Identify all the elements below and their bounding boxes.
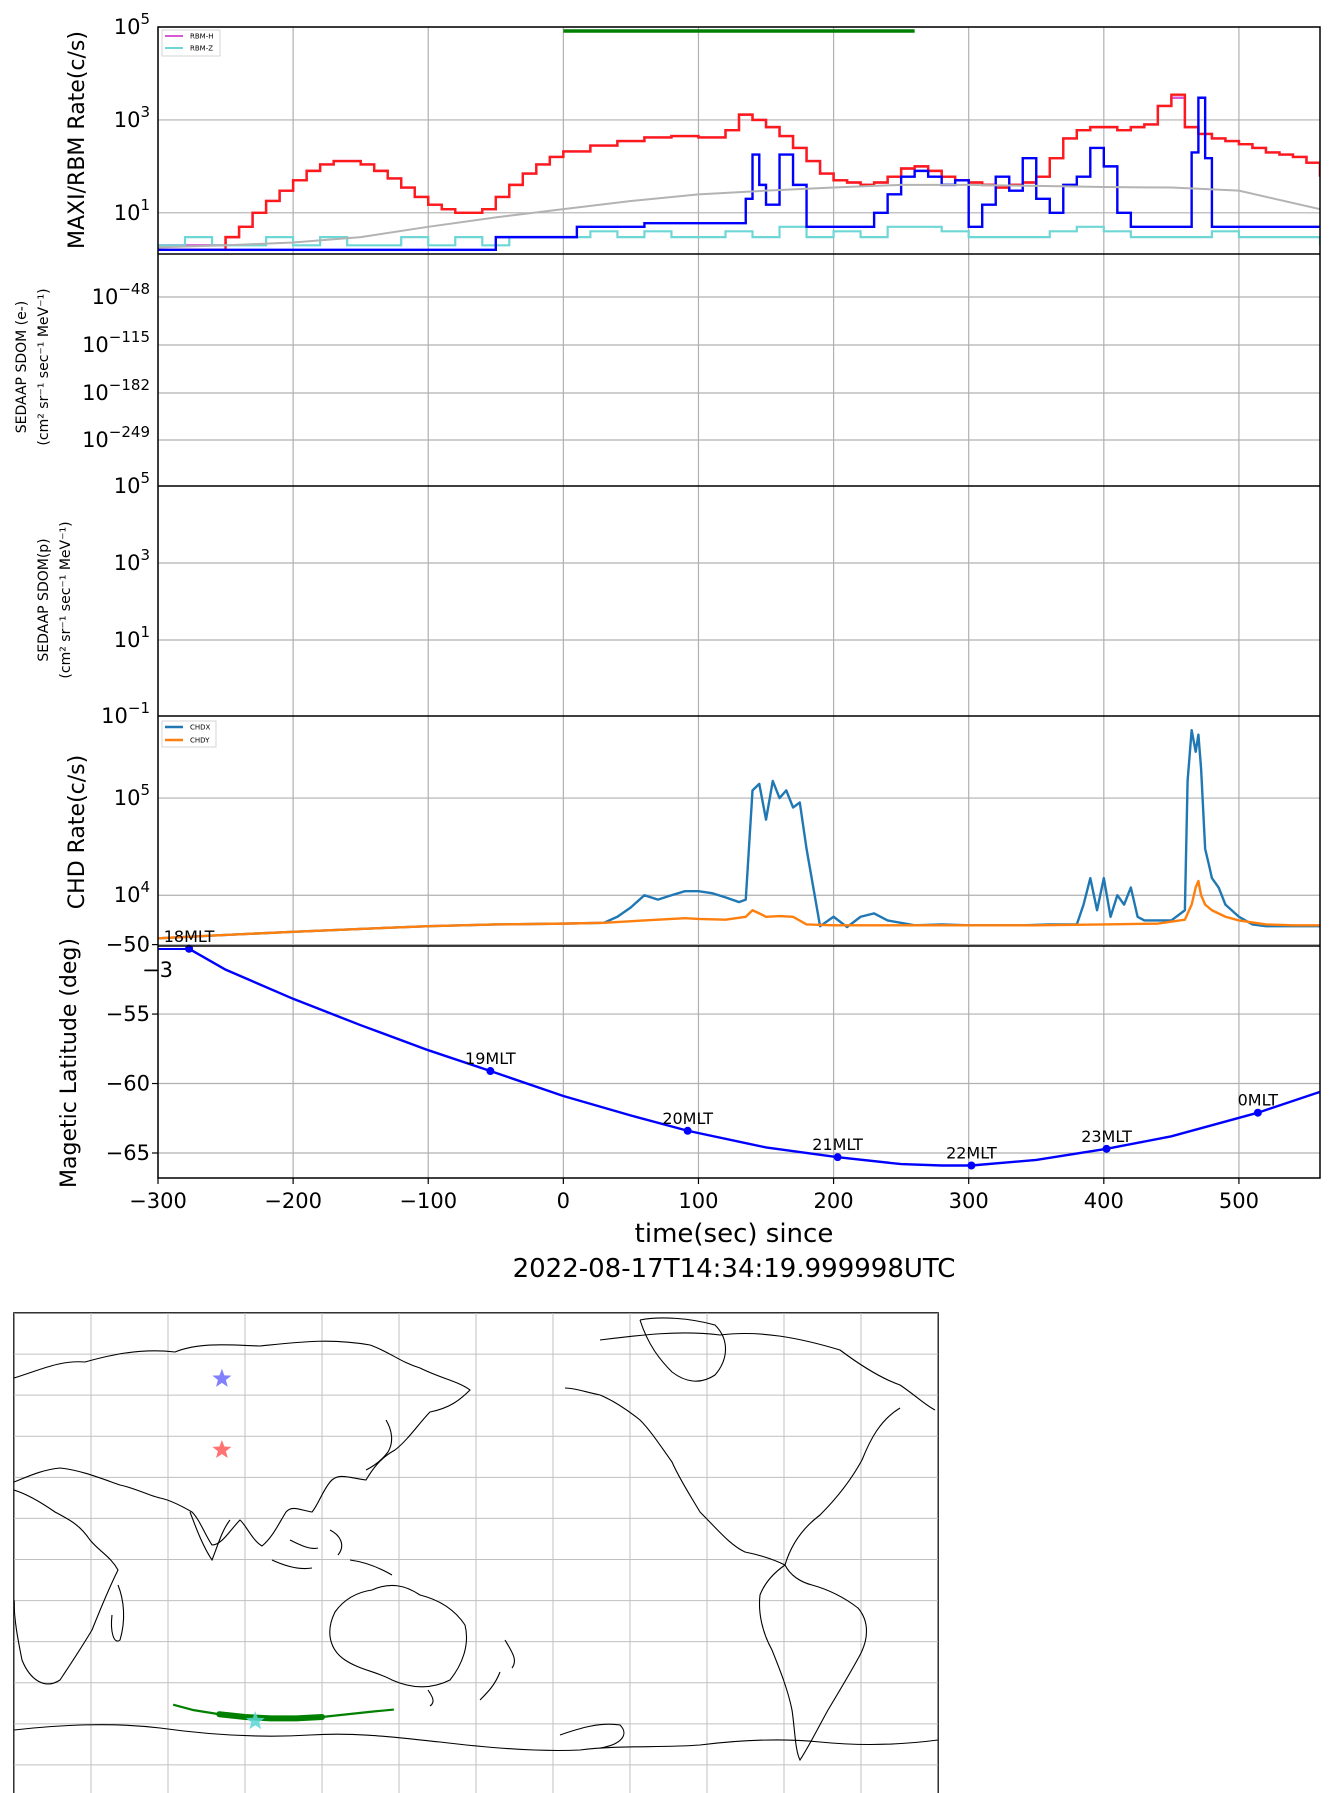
series-chdy bbox=[158, 881, 1320, 938]
p4-ylabel: CHD Rate(c/s) bbox=[65, 755, 90, 909]
x-axis-label-line1: time(sec) since bbox=[635, 1219, 834, 1249]
panel-frames bbox=[158, 27, 1320, 1178]
p1-ylabel: MAXI/RBM Rate(c/s) bbox=[65, 31, 90, 249]
p2-ytick: 10−182 bbox=[82, 376, 150, 405]
x-tick-label: 200 bbox=[814, 1189, 854, 1213]
mlt-label: 22MLT bbox=[946, 1143, 997, 1162]
mlt-marker bbox=[967, 1161, 975, 1169]
legend-chdy: CHDY bbox=[190, 737, 210, 745]
mlt-marker bbox=[1254, 1109, 1262, 1117]
mlt-label: 21MLT bbox=[812, 1135, 863, 1154]
mlt-label: 23MLT bbox=[1081, 1127, 1132, 1146]
p4-ytick: 105 bbox=[114, 781, 150, 810]
series-chdx bbox=[158, 730, 1320, 938]
figure: 101 103 105 RBM-H RBM-Z MAXI/RBM Rate(c/s)… bbox=[0, 0, 1336, 1793]
p3-ytick: 105 bbox=[114, 469, 150, 498]
legend-rbm-h: RBM-H bbox=[190, 33, 214, 41]
p5-ytick: −60 bbox=[106, 1072, 150, 1096]
p3-ytick: 101 bbox=[114, 623, 150, 652]
p1-ytick: 101 bbox=[114, 196, 150, 225]
x-tick-label: 100 bbox=[678, 1189, 718, 1213]
p1-legend: RBM-H RBM-Z bbox=[162, 30, 220, 56]
p2-ylabel-line1: SEDAAP SDOM (e-) bbox=[14, 301, 30, 434]
p3-ytick: 10−1 bbox=[101, 699, 150, 728]
p3-ylabel-line2: (cm² sr⁻¹ sec⁻¹ MeV⁻¹) bbox=[58, 521, 74, 678]
legend-rbm-z: RBM-Z bbox=[190, 45, 213, 53]
x-tick-label: −100 bbox=[399, 1189, 457, 1213]
p5-ytick: −55 bbox=[106, 1002, 150, 1026]
panel-chd: 105 104 CHDX CHDY CHD Rate(c/s) bbox=[65, 716, 1320, 946]
p3-ytick: 103 bbox=[114, 546, 150, 575]
map-panel bbox=[14, 1313, 938, 1793]
x-tick-label: −300 bbox=[129, 1189, 187, 1213]
x-tick-label: 500 bbox=[1219, 1189, 1259, 1213]
p5-ytick: −65 bbox=[106, 1141, 150, 1165]
mlt-marker bbox=[684, 1127, 692, 1135]
p1-ytick: 103 bbox=[114, 103, 150, 132]
p5-ylabel: Magetic Latitude (deg) bbox=[57, 938, 82, 1188]
mlt-label: 20MLT bbox=[662, 1109, 713, 1128]
series-rbm-z bbox=[158, 227, 1320, 245]
panel-maglat: 18MLT 19MLT 20MLT 21MLT 22MLT 23MLT 0MLT −50 −5… bbox=[57, 927, 1320, 1284]
x-axis-label-line2: 2022-08-17T14:34:19.999998UTC bbox=[513, 1254, 956, 1284]
p5-ytick: −50 bbox=[106, 933, 150, 957]
p2-ytick: 10−115 bbox=[82, 328, 150, 357]
series-latitude bbox=[158, 949, 1320, 1166]
p4-legend: CHDX CHDY bbox=[162, 721, 216, 747]
panel-maxi-rbm: 101 103 105 RBM-H RBM-Z MAXI/RBM Rate(c/s) bbox=[65, 10, 1320, 254]
p2-ytick: 10−249 bbox=[82, 423, 150, 452]
panel-sdom-p: 105 103 101 10−1 SEDAAP SDOM(p) (cm² sr⁻¹ s… bbox=[36, 469, 1320, 728]
p3-ylabel-line1: SEDAAP SDOM(p) bbox=[36, 538, 52, 661]
mlt-label: 19MLT bbox=[465, 1049, 516, 1068]
p2-ylabel-line2: (cm² sr⁻¹ sec⁻¹ MeV⁻¹) bbox=[36, 288, 52, 445]
x-tick-label: 300 bbox=[949, 1189, 989, 1213]
mlt-marker bbox=[1103, 1145, 1111, 1153]
mlt-label: 18MLT bbox=[164, 927, 215, 946]
mlt-label: 0MLT bbox=[1238, 1091, 1279, 1110]
p1-ytick: 105 bbox=[114, 10, 150, 39]
x-tick-label: 400 bbox=[1084, 1189, 1124, 1213]
x-tick-label: −200 bbox=[264, 1189, 322, 1213]
x-tick-label: 0 bbox=[557, 1189, 570, 1213]
p4-ytick: 104 bbox=[114, 878, 150, 907]
panel-sdom-e: 10−48 10−115 10−182 10−249 SEDAAP SDOM (e-)… bbox=[14, 254, 1320, 486]
mlt-marker bbox=[486, 1067, 494, 1075]
mlt-marker bbox=[834, 1153, 842, 1161]
legend-chdx: CHDX bbox=[190, 724, 211, 732]
p2-ytick: 10−48 bbox=[92, 280, 150, 309]
